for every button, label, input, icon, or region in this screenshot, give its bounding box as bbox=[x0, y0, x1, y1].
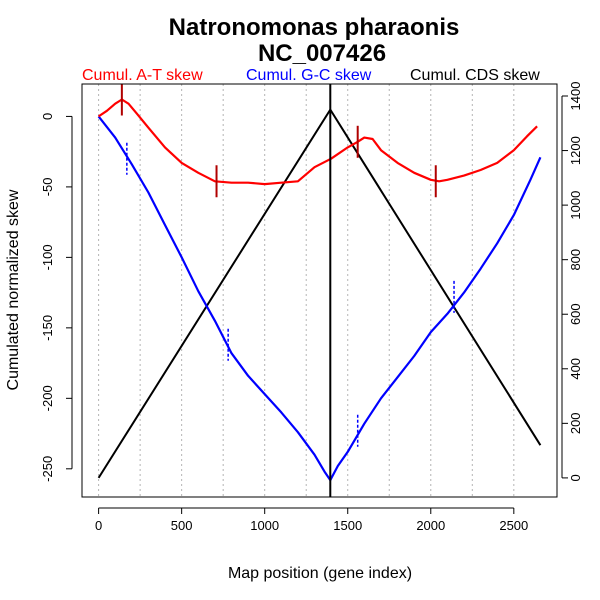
y-axis-right: 0 200 400 600 800 1000 1200 1400 bbox=[561, 82, 583, 482]
y-axis-left: 0 -50 -100 -150 -200 -250 bbox=[40, 113, 73, 482]
legend-at-skew: Cumul. A-T skew bbox=[82, 67, 203, 84]
y-tick-label: -100 bbox=[40, 244, 55, 270]
gc-skew-line bbox=[97, 115, 542, 482]
y2-tick-label: 600 bbox=[568, 303, 583, 325]
y-tick-label: -50 bbox=[40, 178, 55, 197]
y2-tick-label: 1200 bbox=[568, 136, 583, 165]
y2-tick-label: 200 bbox=[568, 412, 583, 434]
plot-box bbox=[81, 83, 558, 498]
chart-title-line1: Natronomonas pharaonis bbox=[169, 14, 460, 41]
y2-tick-label: 0 bbox=[568, 474, 583, 481]
y-tick-label: -200 bbox=[40, 385, 55, 411]
x-tick-label: 2500 bbox=[499, 518, 528, 533]
y-tick-label: 0 bbox=[40, 113, 55, 120]
y-axis-title: Cumulated normalized skew bbox=[5, 189, 22, 390]
x-axis-title: Map position (gene index) bbox=[228, 565, 412, 582]
series-line bbox=[97, 98, 538, 186]
x-tick-label: 500 bbox=[171, 518, 193, 533]
legend-gc-skew: Cumul. G-C skew bbox=[246, 67, 372, 84]
chart-title-line2: NC_007426 bbox=[258, 40, 386, 67]
at-skew-line bbox=[97, 83, 538, 198]
y2-tick-label: 800 bbox=[568, 249, 583, 271]
x-axis: 0 500 1000 1500 2000 2500 bbox=[95, 507, 528, 533]
series-line bbox=[97, 115, 542, 482]
legend-cds-skew: Cumul. CDS skew bbox=[410, 67, 540, 84]
y-tick-label: -250 bbox=[40, 456, 55, 482]
x-grid bbox=[98, 84, 515, 497]
x-tick-label: 0 bbox=[95, 518, 102, 533]
x-tick-label: 1500 bbox=[333, 518, 362, 533]
y2-tick-label: 1000 bbox=[568, 191, 583, 220]
y2-tick-label: 400 bbox=[568, 358, 583, 380]
y2-tick-label: 1400 bbox=[568, 82, 583, 111]
x-tick-label: 2000 bbox=[416, 518, 445, 533]
x-tick-label: 1000 bbox=[250, 518, 279, 533]
y-tick-label: -150 bbox=[40, 315, 55, 341]
